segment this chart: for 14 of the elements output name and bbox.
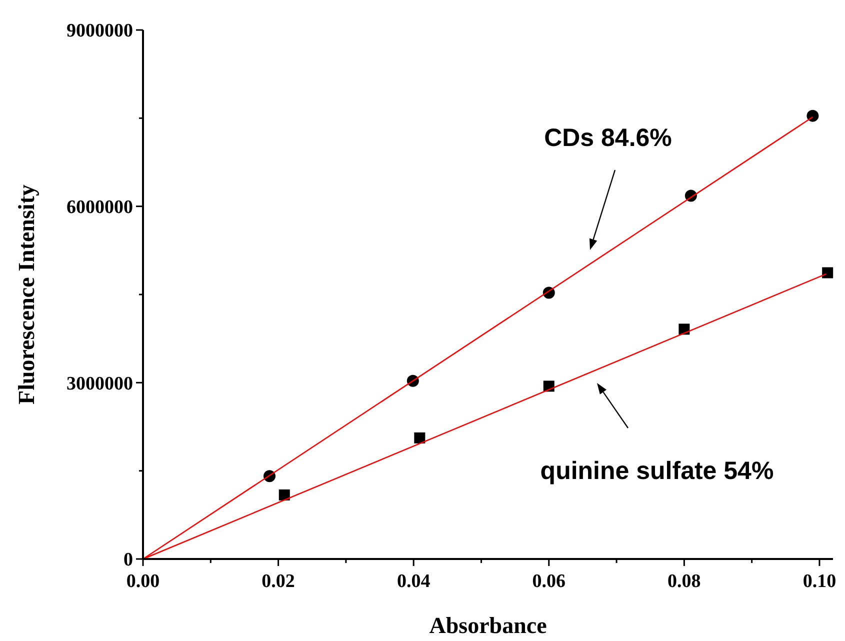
x-tick-label: 0.02 [262,571,295,592]
x-axis-title: Absorbance [429,613,547,638]
annotation: quinine sulfate 54% [540,457,774,485]
x-tick-label: 0.06 [532,571,566,592]
x-tick-label: 0.00 [126,571,160,592]
annotation: CDs 84.6% [544,124,672,152]
y-tick-label: 3000000 [66,373,133,394]
x-tick-label: 0.08 [668,571,701,592]
y-tick-label: 0 [124,550,133,571]
x-tick-label: 0.10 [802,571,836,592]
y-tick-label: 9000000 [66,20,133,42]
y-tick-label: 6000000 [66,196,133,218]
y-axis-title: Fluorescence Intensity [14,184,39,404]
x-tick-label: 0.04 [396,571,431,592]
